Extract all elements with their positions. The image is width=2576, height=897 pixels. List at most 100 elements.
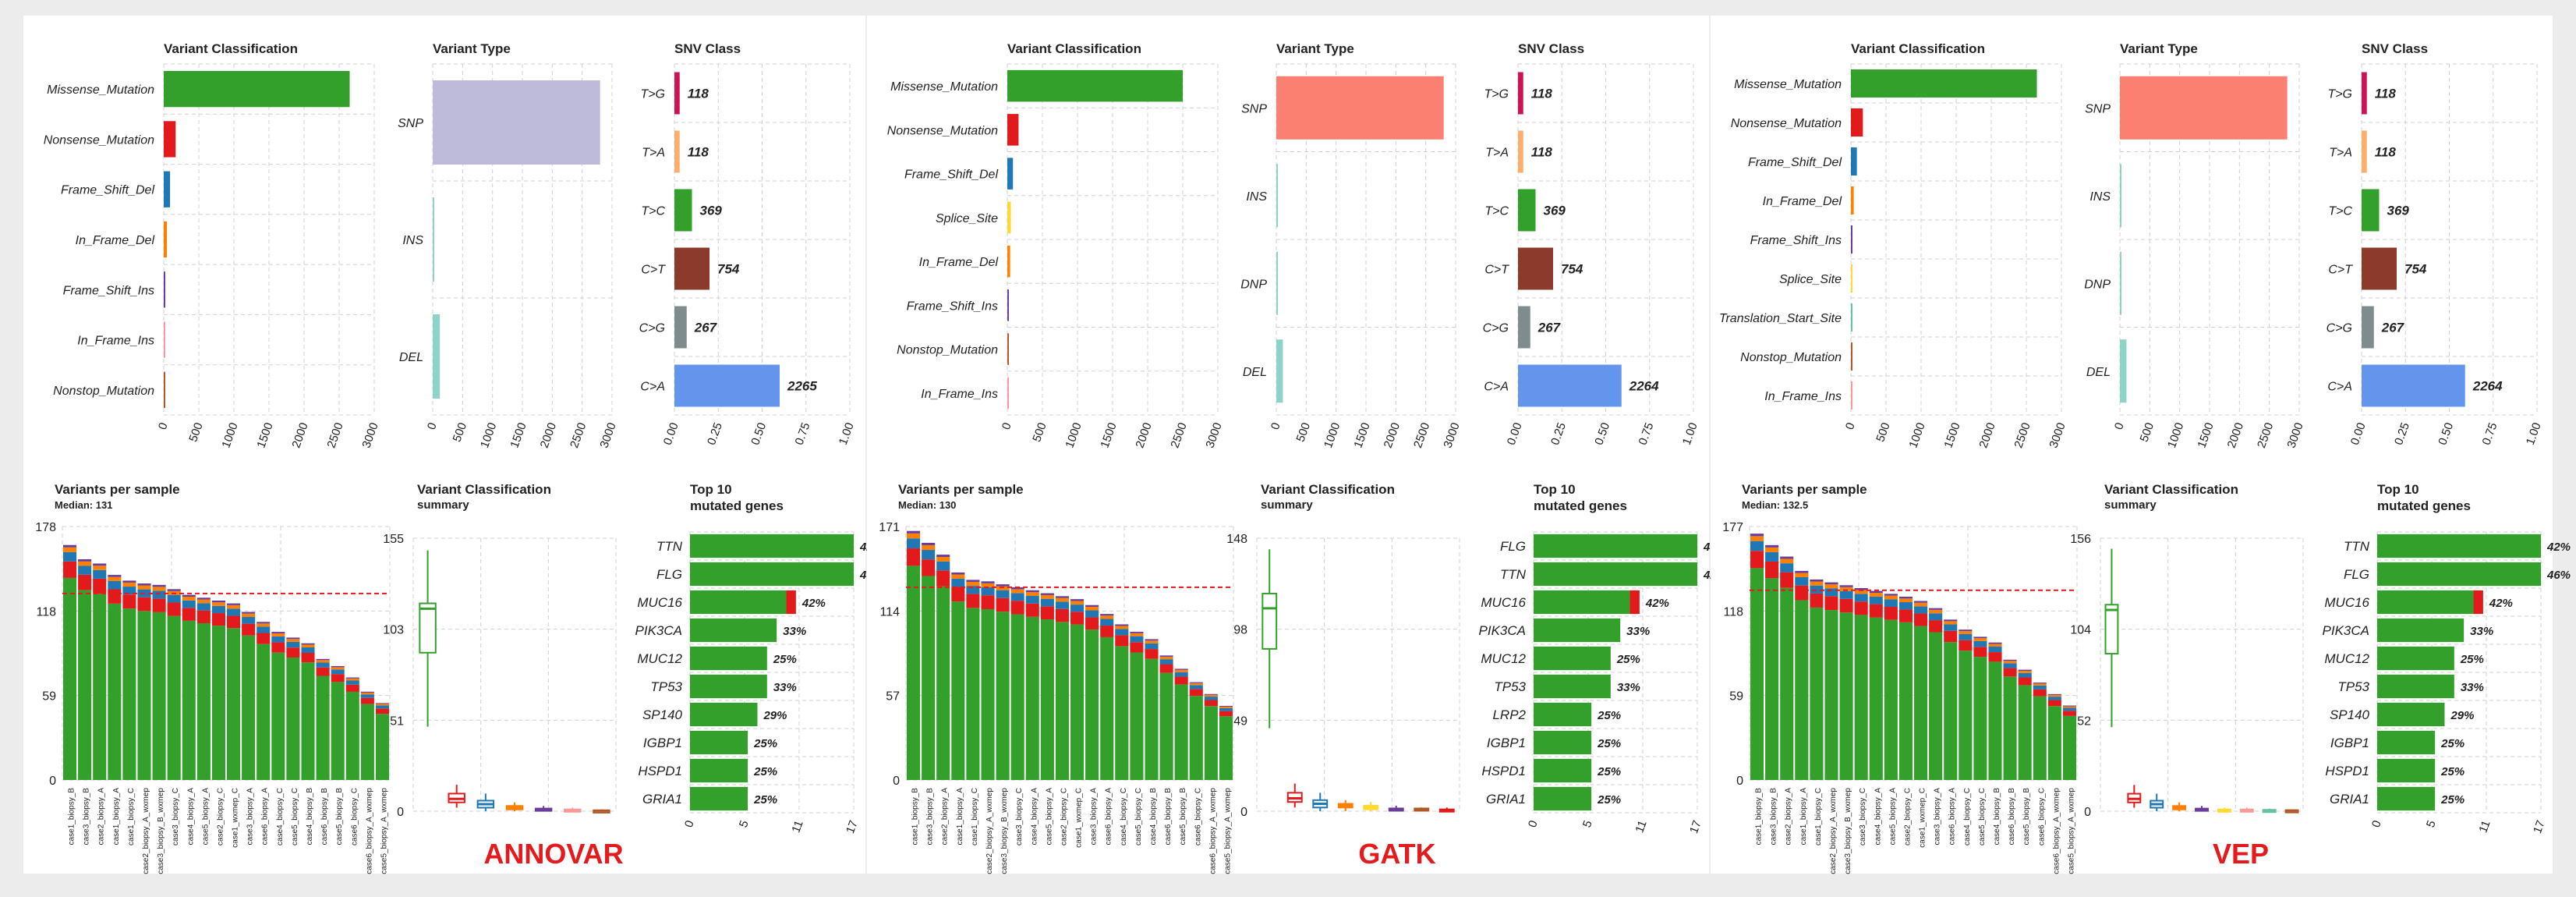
subplot-title: Top 10 <box>1534 482 1576 497</box>
category-label: Missense_Mutation <box>47 83 154 97</box>
sample-bar-segment <box>1055 596 1069 598</box>
gene-percent: 46% <box>2546 569 2571 582</box>
category-label: In_Frame_Ins <box>77 335 154 348</box>
sample-bar-segment <box>211 602 225 606</box>
sample-bar-segment <box>1914 626 1928 780</box>
sample-bar-segment <box>2033 682 2047 684</box>
sample-bar-segment <box>1869 593 1883 597</box>
sample-bar-segment <box>1085 604 1099 607</box>
data-bar <box>2362 364 2465 407</box>
sample-bar-segment <box>996 584 1010 587</box>
sample-bar-segment <box>966 580 980 582</box>
sample-bar-segment <box>2018 669 2032 672</box>
sample-bar-segment <box>360 694 374 698</box>
sample-label: case3_biopsy_C <box>1859 788 1867 846</box>
subplot-subtitle: mutated genes <box>1534 498 1627 513</box>
sample-bar-segment <box>345 684 359 692</box>
sample-bar-segment <box>1944 642 1958 780</box>
sample-bar-segment <box>1810 581 1824 586</box>
sample-bar-segment <box>167 589 181 591</box>
sample-bar-segment <box>1130 636 1144 643</box>
subplot-title: SNV Class <box>2362 41 2428 56</box>
sample-bar-segment <box>1795 600 1809 780</box>
sample-bar-segment <box>137 585 151 590</box>
gene-bar <box>2377 562 2541 587</box>
tick-label: 104 <box>2070 624 2091 637</box>
sample-bar-segment <box>1174 669 1188 672</box>
tick-label: 177 <box>1722 521 1743 534</box>
sample-bar-segment <box>1884 594 1898 596</box>
sample-bar-segment <box>331 669 345 675</box>
gene-bar <box>1534 674 1611 699</box>
sample-bar-segment <box>1824 610 1838 780</box>
gene-bar <box>690 646 767 671</box>
gene-label: MUC16 <box>637 595 682 610</box>
sample-label: case4_biopsy_A <box>1030 788 1039 846</box>
count-label: 2264 <box>2472 379 2503 394</box>
data-bar <box>674 364 780 407</box>
sample-bar-segment <box>167 615 181 780</box>
gene-label: MUC12 <box>1481 651 1526 666</box>
sample-bar-segment <box>1824 596 1838 611</box>
tick-label: 0 <box>1240 806 1247 819</box>
data-bar <box>1851 108 1863 136</box>
gene-percent: 33% <box>783 625 806 638</box>
sample-bar-segment <box>1100 626 1114 637</box>
sample-label: case2_biopsy_C <box>1903 788 1912 846</box>
sample-bar-segment <box>375 704 389 706</box>
sample-bar-segment <box>1959 633 1973 640</box>
sample-bar-segment <box>316 658 330 661</box>
gene-percent: 25% <box>753 793 777 807</box>
sample-label: case4_biopsy_A <box>186 788 195 846</box>
category-label: INS <box>402 234 423 247</box>
sample-bar-segment <box>331 665 345 668</box>
sample-bar-segment <box>271 636 285 643</box>
sample-bar-segment <box>2062 706 2076 708</box>
sample-bar-segment <box>1959 651 1973 780</box>
gene-bar <box>1534 758 1592 783</box>
sample-bar-segment <box>122 580 136 583</box>
sample-bar-segment <box>1929 613 1943 621</box>
sample-bar-segment <box>2033 689 2047 697</box>
data-bar <box>164 71 350 108</box>
sample-bar-segment <box>63 544 77 548</box>
gene-percent: 25% <box>1597 709 1621 722</box>
tool-label: GATK <box>1358 838 1435 870</box>
gene-label: FLG <box>1500 539 1526 554</box>
sample-bar-segment <box>345 678 359 681</box>
sample-bar-segment <box>227 628 241 780</box>
sample-bar-segment <box>257 623 271 627</box>
data-bar <box>164 171 171 207</box>
sample-label: case1_biopsy_C <box>127 788 136 846</box>
gene-label: FLG <box>656 567 682 582</box>
gene-label: SP140 <box>642 707 683 722</box>
sample-bar-segment <box>286 641 300 648</box>
sample-bar-segment <box>1839 590 1853 599</box>
gene-bar <box>690 674 767 699</box>
sample-bar-segment <box>301 652 315 663</box>
sample-bar-segment <box>1115 624 1129 626</box>
sample-label: case4_biopsy_C <box>276 788 285 846</box>
sample-bar-segment <box>1839 587 1853 591</box>
sample-label: case6_biopsy_A_wxmep <box>2052 788 2061 874</box>
category-label: Frame_Shift_Ins <box>1750 234 1842 247</box>
box-body <box>419 602 437 654</box>
sample-bar-segment <box>78 574 92 590</box>
sample-label: case6_biopsy_A <box>261 788 270 846</box>
sample-bar-segment <box>966 586 980 594</box>
sample-bar-segment <box>1189 685 1203 690</box>
category-label: INS <box>2089 190 2111 204</box>
sample-bar-segment <box>152 590 166 599</box>
subplot-title: SNV Class <box>674 41 741 56</box>
count-label: 754 <box>717 262 740 277</box>
sample-bar-segment <box>182 600 196 608</box>
gene-bar <box>2377 618 2465 643</box>
sample-bar-segment <box>907 533 921 539</box>
sample-bar-segment <box>1159 656 1173 660</box>
sample-bar-segment <box>360 691 374 693</box>
gene-label: IGBP1 <box>2330 736 2369 750</box>
sample-bar-segment <box>1854 587 1868 590</box>
sample-bar-segment <box>167 594 181 603</box>
gene-bar-nonsense <box>1629 590 1640 615</box>
sample-label: case2_biopsy_C <box>1060 788 1068 846</box>
